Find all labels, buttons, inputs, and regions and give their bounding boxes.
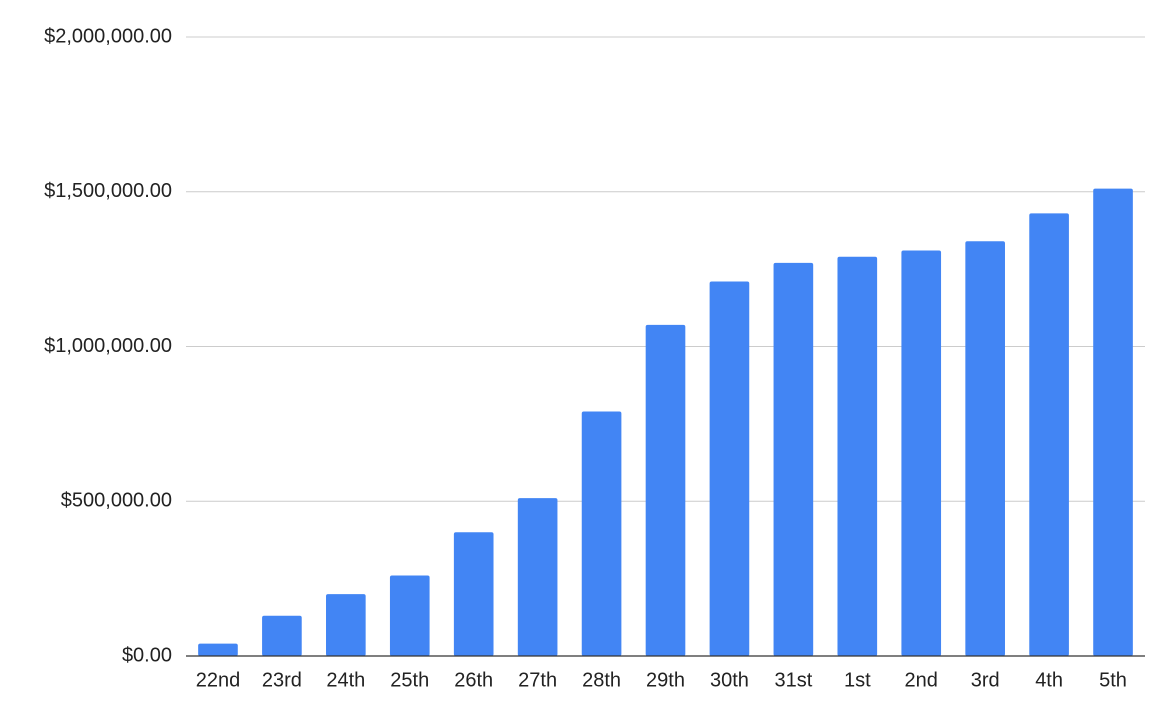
x-tick-label: 29th (646, 669, 685, 691)
x-tick-label: 28th (582, 669, 621, 691)
bar (901, 250, 942, 656)
y-tick-label: $2,000,000.00 (44, 25, 172, 47)
x-tick-label: 25th (390, 669, 429, 691)
x-tick-label: 4th (1035, 669, 1063, 691)
x-tick-label: 1st (844, 669, 871, 691)
x-tick-label: 22nd (196, 669, 241, 691)
bar (645, 324, 686, 656)
y-tick-label: $1,500,000.00 (44, 180, 172, 202)
y-tick-label: $0.00 (122, 644, 172, 666)
x-tick-label: 5th (1099, 669, 1127, 691)
y-tick-label: $1,000,000.00 (44, 335, 172, 357)
bar (1093, 188, 1133, 656)
x-tick-label: 27th (518, 669, 557, 691)
bar (389, 575, 430, 656)
bar (1029, 213, 1069, 657)
bar (262, 615, 302, 656)
x-tick-label: 24th (326, 669, 365, 691)
bar (965, 241, 1005, 656)
bar (198, 643, 238, 656)
bar (581, 411, 622, 656)
x-tick-label: 23rd (262, 669, 302, 691)
bar (837, 256, 878, 656)
x-tick-label: 2nd (905, 669, 938, 691)
x-tick-label: 26th (454, 669, 493, 691)
bar (326, 594, 366, 656)
bar (453, 532, 494, 656)
bar (773, 262, 814, 656)
x-tick-label: 3rd (971, 669, 1000, 691)
x-tick-label: 30th (710, 669, 749, 691)
bar (709, 281, 750, 656)
bar (517, 498, 558, 656)
x-tick-label: 31st (774, 669, 812, 691)
y-tick-label: $500,000.00 (61, 490, 172, 512)
